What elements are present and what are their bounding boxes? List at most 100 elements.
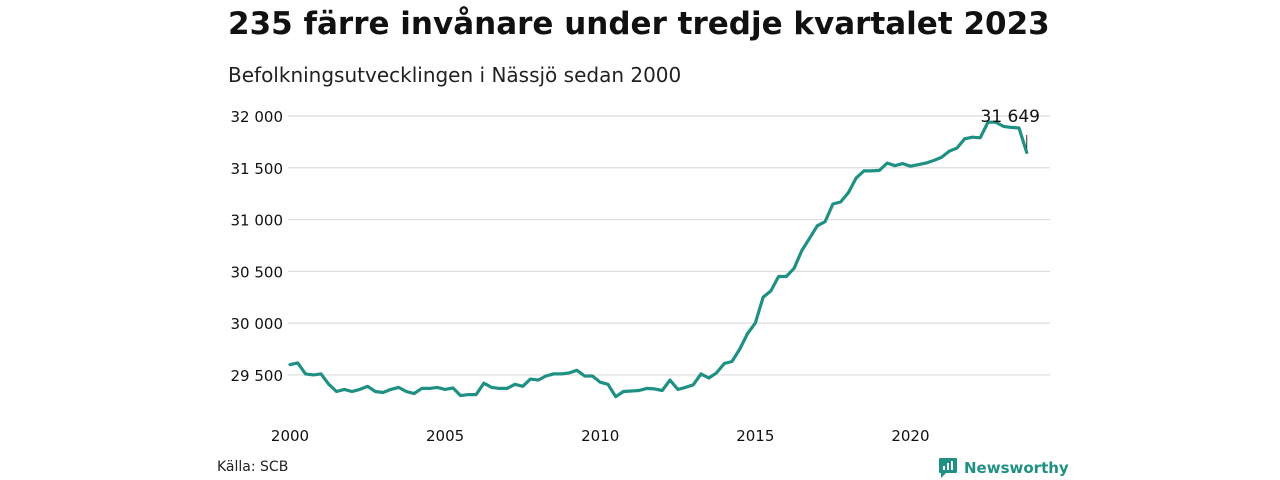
data-point: [381, 391, 385, 394]
data-point: [1017, 126, 1021, 130]
data-point: [536, 378, 540, 382]
data-point: [606, 383, 610, 386]
data-point: [971, 136, 974, 139]
data-point: [924, 161, 928, 165]
data-point: [661, 389, 664, 392]
gridlines: [288, 115, 1050, 376]
data-point: [986, 121, 990, 124]
brand-logo: Newsworthy: [938, 457, 1069, 479]
y-axis-tick-labels: 29 500 30 000 30 500 31 000 31 500 32 000: [231, 108, 284, 385]
data-point: [746, 332, 749, 335]
data-point: [847, 191, 850, 194]
data-point: [443, 388, 447, 391]
data-point: [1010, 126, 1013, 129]
newsworthy-logo-icon: [939, 458, 957, 478]
data-point: [296, 361, 299, 365]
data-point: [552, 372, 555, 376]
x-tick-label: 2000: [271, 427, 309, 445]
data-point: [994, 121, 997, 124]
data-point: [521, 385, 524, 388]
data-point: [800, 249, 804, 252]
data-point: [692, 383, 695, 386]
data-point: [792, 267, 796, 270]
data-point: [389, 388, 393, 391]
data-point: [839, 200, 842, 204]
data-point: [769, 289, 773, 293]
data-point: [529, 377, 532, 381]
series-group: [288, 120, 1029, 399]
data-point: [1025, 151, 1028, 154]
source-note: Källa: SCB: [217, 459, 289, 475]
data-point: [350, 390, 354, 393]
data-point: [319, 372, 323, 376]
data-point: [630, 389, 633, 393]
brand-name: Newsworthy: [964, 459, 1069, 477]
data-point: [715, 371, 718, 375]
annotation-label: 31 649: [981, 107, 1040, 127]
data-point: [738, 347, 741, 351]
data-point: [854, 176, 858, 180]
data-point: [304, 372, 307, 376]
data-point: [436, 386, 439, 389]
data-point: [668, 378, 672, 382]
data-point: [645, 387, 648, 390]
y-tick-label: 29 500: [231, 367, 284, 385]
data-point: [405, 390, 408, 393]
data-point: [451, 386, 455, 390]
x-axis-tick-labels: 2000 2005 2010 2015 2020: [271, 427, 930, 445]
data-point: [684, 386, 687, 389]
data-point: [707, 376, 710, 380]
data-point: [567, 371, 571, 375]
data-point: [870, 169, 873, 173]
data-point: [947, 150, 951, 153]
data-point: [288, 363, 292, 366]
data-point: [730, 360, 734, 363]
series-line: [288, 120, 1029, 399]
data-point: [343, 388, 346, 391]
data-point: [816, 224, 819, 227]
data-point: [513, 383, 517, 386]
data-point: [420, 387, 424, 390]
data-point: [862, 169, 866, 173]
data-point: [599, 380, 602, 384]
data-point: [653, 387, 656, 391]
data-point: [397, 386, 400, 389]
y-tick-label: 31 500: [231, 160, 284, 178]
data-point: [467, 393, 470, 396]
data-point: [878, 169, 881, 172]
y-tick-label: 30 000: [231, 315, 284, 333]
data-point: [885, 161, 889, 165]
data-point: [614, 395, 617, 398]
data-point: [723, 362, 726, 365]
data-point: [591, 374, 594, 378]
data-point: [1002, 125, 1005, 128]
x-tick-label: 2005: [426, 427, 464, 445]
data-point: [893, 164, 897, 167]
data-point: [785, 275, 788, 278]
data-point: [327, 383, 330, 386]
data-point: [412, 392, 416, 395]
data-point: [909, 165, 912, 168]
data-point: [366, 385, 369, 388]
y-tick-label: 30 500: [231, 263, 284, 281]
data-point: [831, 202, 835, 206]
y-tick-label: 31 000: [231, 212, 284, 230]
data-point: [575, 369, 579, 372]
data-point: [474, 393, 478, 396]
data-point: [358, 388, 361, 391]
data-point: [498, 387, 501, 390]
data-point: [428, 387, 431, 390]
x-tick-label: 2015: [736, 427, 774, 445]
data-point: [335, 390, 338, 393]
y-tick-label: 32 000: [231, 108, 284, 126]
data-point: [808, 237, 811, 240]
data-point: [490, 386, 493, 389]
annotation-group: 31 649: [981, 107, 1040, 149]
data-point: [312, 373, 315, 377]
x-tick-label: 2020: [891, 427, 929, 445]
data-point: [583, 374, 586, 378]
data-point: [482, 382, 486, 385]
data-point: [823, 220, 827, 223]
data-point: [560, 372, 563, 376]
